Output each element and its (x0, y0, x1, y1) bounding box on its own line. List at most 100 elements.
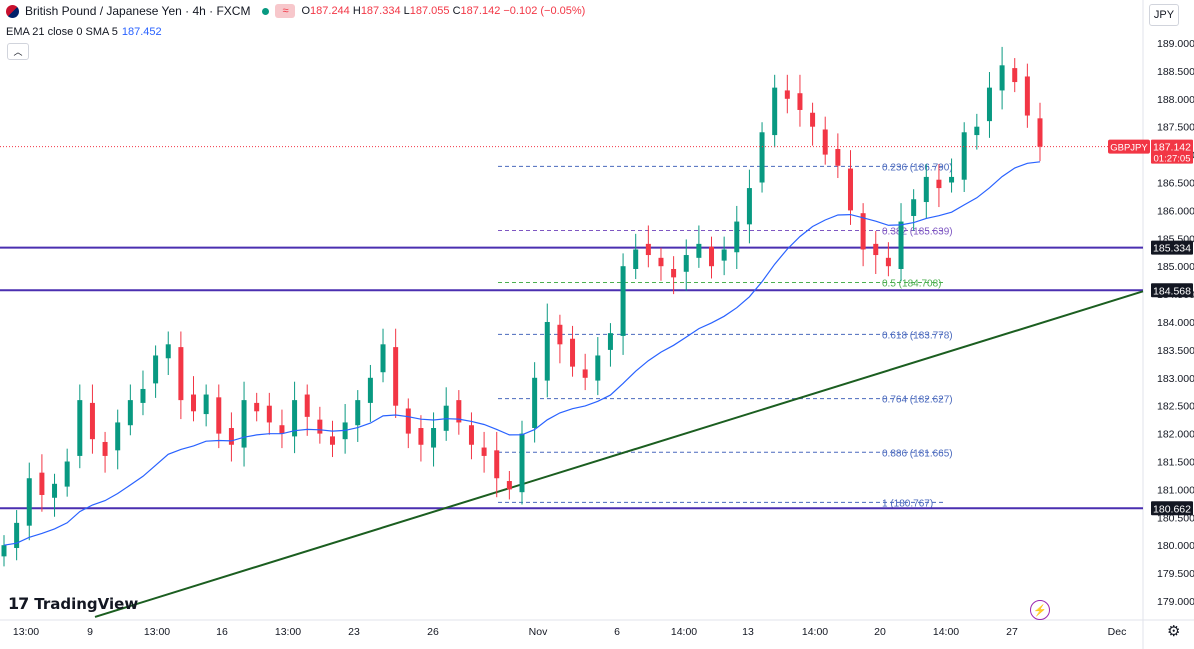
candle-body (405, 408, 411, 434)
candle-body (39, 472, 45, 495)
time-tick-label: 13:00 (144, 626, 170, 638)
bolt-icon[interactable]: ⚡ (1030, 600, 1050, 620)
candle-body (367, 377, 373, 403)
price-tick-label: 188.500 (1157, 66, 1194, 78)
candle-body (860, 213, 866, 250)
candle-body (570, 338, 576, 367)
logo-text: TradingView (34, 594, 139, 613)
candle-body (329, 436, 335, 445)
time-tick-label: Nov (529, 626, 548, 638)
trend-line-group[interactable] (94, 290, 1144, 618)
candle-body (683, 255, 689, 272)
candle-body (936, 179, 942, 189)
candle-body (153, 355, 159, 384)
fib-level-label: 1 (180.767) (882, 498, 933, 509)
price-tick-label: 179.000 (1157, 596, 1194, 608)
level-price-label: 184.568 (1153, 285, 1191, 297)
candle-body (418, 428, 424, 445)
candle-body (393, 347, 399, 406)
candle-body (810, 112, 816, 127)
candle-body (431, 428, 437, 448)
indicator-legend[interactable]: EMA 21 close 0 SMA 5 187.452 (6, 26, 162, 38)
candle-body (658, 257, 664, 267)
level-price-badge (1151, 501, 1193, 516)
candle-body (923, 176, 929, 203)
price-tick-label: 182.500 (1157, 401, 1194, 413)
candle-body (974, 126, 980, 136)
price-tick-label: 182.000 (1157, 429, 1194, 441)
candle-body (456, 400, 462, 423)
candle-body (355, 400, 361, 426)
candle-body (494, 450, 500, 479)
candle-body (241, 400, 247, 448)
ema-line (3, 161, 1041, 546)
candle-body (797, 93, 803, 110)
fib-level-label: 0.236 (186.790) (882, 162, 953, 173)
price-tick-label: 180.000 (1157, 540, 1194, 552)
price-tick-label: 184.000 (1157, 317, 1194, 329)
gear-icon[interactable]: ⚙ (1167, 623, 1181, 640)
time-tick-label: 9 (87, 626, 93, 638)
wave-icon[interactable]: ≈ (275, 4, 296, 18)
symbol-header: British Pound / Japanese Yen · 4h · FXCM… (6, 4, 585, 18)
time-axis[interactable]: 13:00 9 13:00 16 13:00 23 26 Nov 6 14:00 13 14:00 20… (13, 626, 1126, 638)
time-tick-label: 20 (874, 626, 886, 638)
candle-body (671, 268, 677, 278)
trend-line (94, 290, 1144, 618)
tradingview-logo: 17 TradingView (8, 594, 138, 613)
candle-body (14, 522, 20, 548)
price-tick-label: 188.000 (1157, 94, 1194, 106)
candle-body (127, 400, 133, 426)
candle-body (822, 129, 828, 155)
candle-body (532, 377, 538, 429)
ohlc-values: O187.244 H187.334 L187.055 C187.142 −0.1… (301, 5, 586, 17)
indicator-value: 187.452 (121, 26, 162, 38)
candle-body (89, 402, 95, 440)
fib-level-label: 0.764 (182.627) (882, 395, 953, 406)
price-tick-label: 183.000 (1157, 373, 1194, 385)
candle-body (961, 132, 967, 180)
time-tick-label: 16 (216, 626, 228, 638)
current-price-badge (1151, 139, 1193, 164)
candle-body (595, 355, 601, 381)
horizontal-levels[interactable] (0, 246, 1143, 510)
price-axis[interactable]: 189.000188.500188.000187.500187.000186.5… (1157, 38, 1194, 608)
bar-countdown-label: 01:27:05 (1154, 154, 1191, 165)
chevron-up-icon[interactable]: ︿ (7, 43, 29, 60)
fib-retracement[interactable]: 0.236 (186.790) 0.382 (185.639) 0.5 (184.7… (498, 162, 953, 509)
flag-icon (6, 4, 19, 18)
ema-polyline (3, 161, 1041, 546)
candle-body (772, 87, 778, 136)
candle-body (986, 87, 992, 122)
fib-level-label: 0.5 (184.708) (882, 278, 942, 289)
candle-body (380, 344, 386, 373)
indicator-label: EMA 21 close 0 SMA 5 (6, 26, 118, 38)
candle-body (52, 483, 58, 498)
candle-body (645, 243, 651, 256)
candle-body (203, 394, 209, 415)
candle-body (582, 369, 588, 378)
level-price-badge (1151, 240, 1193, 255)
time-tick-label: 6 (614, 626, 620, 638)
price-badges: 185.334 184.568 180.662 GBPJPY 187.14201:27:… (0, 139, 1193, 516)
logo-mark: 17 (8, 594, 29, 613)
candle-body (266, 405, 272, 423)
time-tick-label: 14:00 (933, 626, 959, 638)
candle-body (506, 481, 512, 490)
candle-body (721, 249, 727, 261)
symbol-title[interactable]: British Pound / Japanese Yen · 4h · FXCM (25, 4, 251, 18)
candle-body (873, 243, 879, 256)
symbol-badge-label: GBPJPY (1110, 143, 1148, 154)
change-value: −0.102 (−0.05%) (503, 5, 586, 17)
level-price-label: 185.334 (1153, 243, 1191, 255)
candle-body (115, 422, 121, 451)
candle-body (1037, 118, 1043, 147)
current-price-label: 187.142 (1153, 142, 1191, 154)
currency-badge[interactable]: JPY (1149, 4, 1179, 26)
candle-body (481, 447, 487, 456)
candle-body (178, 347, 184, 401)
candle-body (140, 388, 146, 403)
candle-body (607, 333, 613, 350)
